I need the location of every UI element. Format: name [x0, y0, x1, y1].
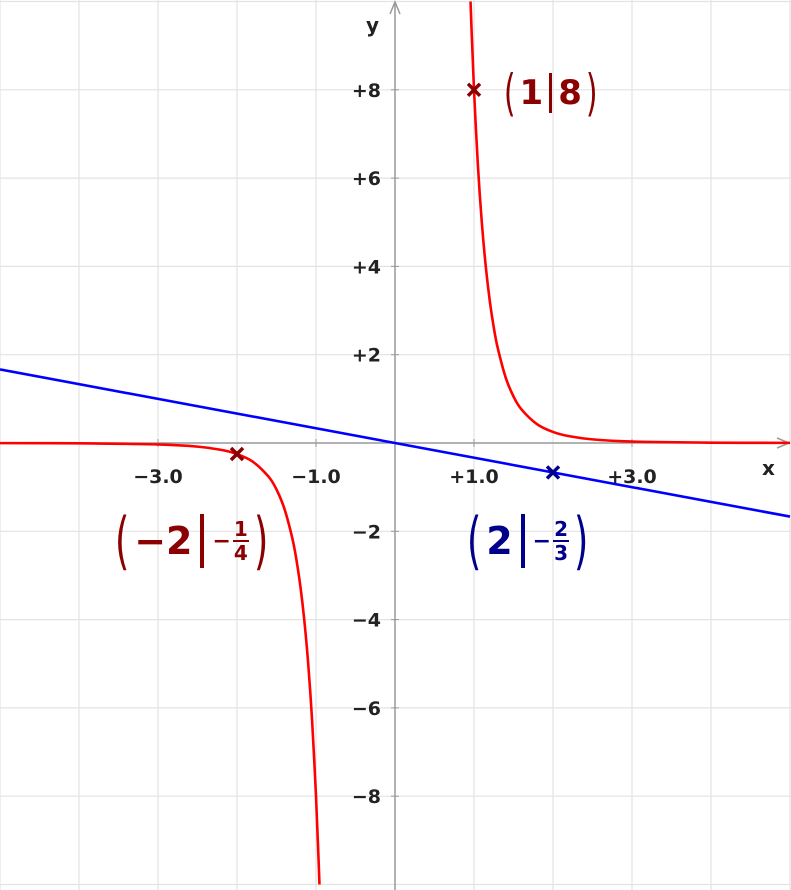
- tick-labels: −3.0 −1.0 +1.0 +3.0+8+6+4+2−2−4−6−8: [133, 80, 657, 808]
- y-axis-arrow: [389, 0, 401, 15]
- y-tick-label: −2: [352, 521, 381, 543]
- minus-sign: −: [212, 528, 231, 554]
- red-curve-branch: [0, 441, 321, 885]
- fraction: 1 4: [232, 517, 249, 565]
- x-tick-label: +3.0: [607, 466, 657, 488]
- denominator: 3: [554, 541, 569, 565]
- x-marker-icon: [229, 446, 245, 462]
- minus-sign: −: [532, 528, 552, 554]
- y-axis-label: y: [366, 13, 379, 37]
- y-tick-label: +8: [352, 80, 381, 102]
- x-tick-label: −1.0: [291, 466, 341, 488]
- y-tick-label: −4: [352, 610, 381, 632]
- x-axis-label: x: [762, 456, 775, 480]
- red-curve-branch: [469, 1, 791, 445]
- point-x: 1: [519, 73, 544, 113]
- point-label-2: ( 2 − 2 3 ): [466, 504, 589, 577]
- blue-line: [0, 368, 791, 518]
- point-y: 8: [558, 73, 582, 113]
- numerator: 1: [232, 517, 249, 542]
- denominator: 4: [233, 541, 248, 565]
- point-label-1-8: ( 1 8 ): [503, 64, 598, 122]
- x-tick-label: −3.0: [133, 466, 183, 488]
- numerator: 2: [553, 517, 570, 542]
- point-label-neg2: ( −2 − 1 4 ): [114, 504, 269, 577]
- y-tick-label: +4: [352, 256, 381, 278]
- y-tick-label: +6: [352, 168, 381, 190]
- point-x: 2: [486, 519, 513, 563]
- point-x: −2: [134, 519, 193, 563]
- x-marker-icon: [466, 82, 482, 98]
- x-tick-label: +1.0: [449, 466, 499, 488]
- y-tick-label: −8: [352, 786, 381, 808]
- x-marker-icon: [545, 465, 561, 480]
- y-tick-label: −6: [352, 698, 381, 720]
- point-markers: [229, 82, 561, 480]
- fraction: 2 3: [553, 517, 570, 565]
- y-tick-label: +2: [352, 345, 381, 367]
